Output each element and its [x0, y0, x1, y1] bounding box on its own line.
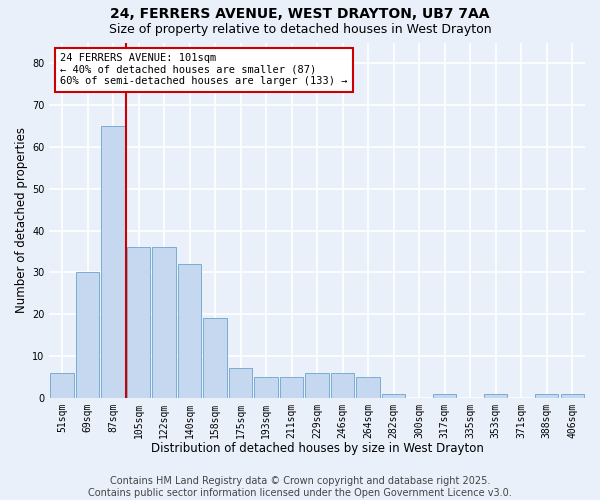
Bar [152, 248, 176, 398]
Bar [127, 248, 151, 398]
Bar [433, 394, 457, 398]
Y-axis label: Number of detached properties: Number of detached properties [15, 127, 28, 313]
Bar [484, 394, 508, 398]
Bar [560, 394, 584, 398]
Bar [229, 368, 253, 398]
Bar [254, 377, 278, 398]
Bar [203, 318, 227, 398]
Bar [305, 372, 329, 398]
Bar [280, 377, 304, 398]
Bar [178, 264, 202, 398]
Text: 24 FERRERS AVENUE: 101sqm
← 40% of detached houses are smaller (87)
60% of semi-: 24 FERRERS AVENUE: 101sqm ← 40% of detac… [60, 53, 347, 86]
Bar [356, 377, 380, 398]
Bar [101, 126, 125, 398]
Bar [382, 394, 406, 398]
X-axis label: Distribution of detached houses by size in West Drayton: Distribution of detached houses by size … [151, 442, 484, 455]
Bar [76, 272, 100, 398]
Text: Size of property relative to detached houses in West Drayton: Size of property relative to detached ho… [109, 22, 491, 36]
Text: Contains HM Land Registry data © Crown copyright and database right 2025.
Contai: Contains HM Land Registry data © Crown c… [88, 476, 512, 498]
Bar [331, 372, 355, 398]
Bar [50, 372, 74, 398]
Text: 24, FERRERS AVENUE, WEST DRAYTON, UB7 7AA: 24, FERRERS AVENUE, WEST DRAYTON, UB7 7A… [110, 8, 490, 22]
Bar [535, 394, 559, 398]
